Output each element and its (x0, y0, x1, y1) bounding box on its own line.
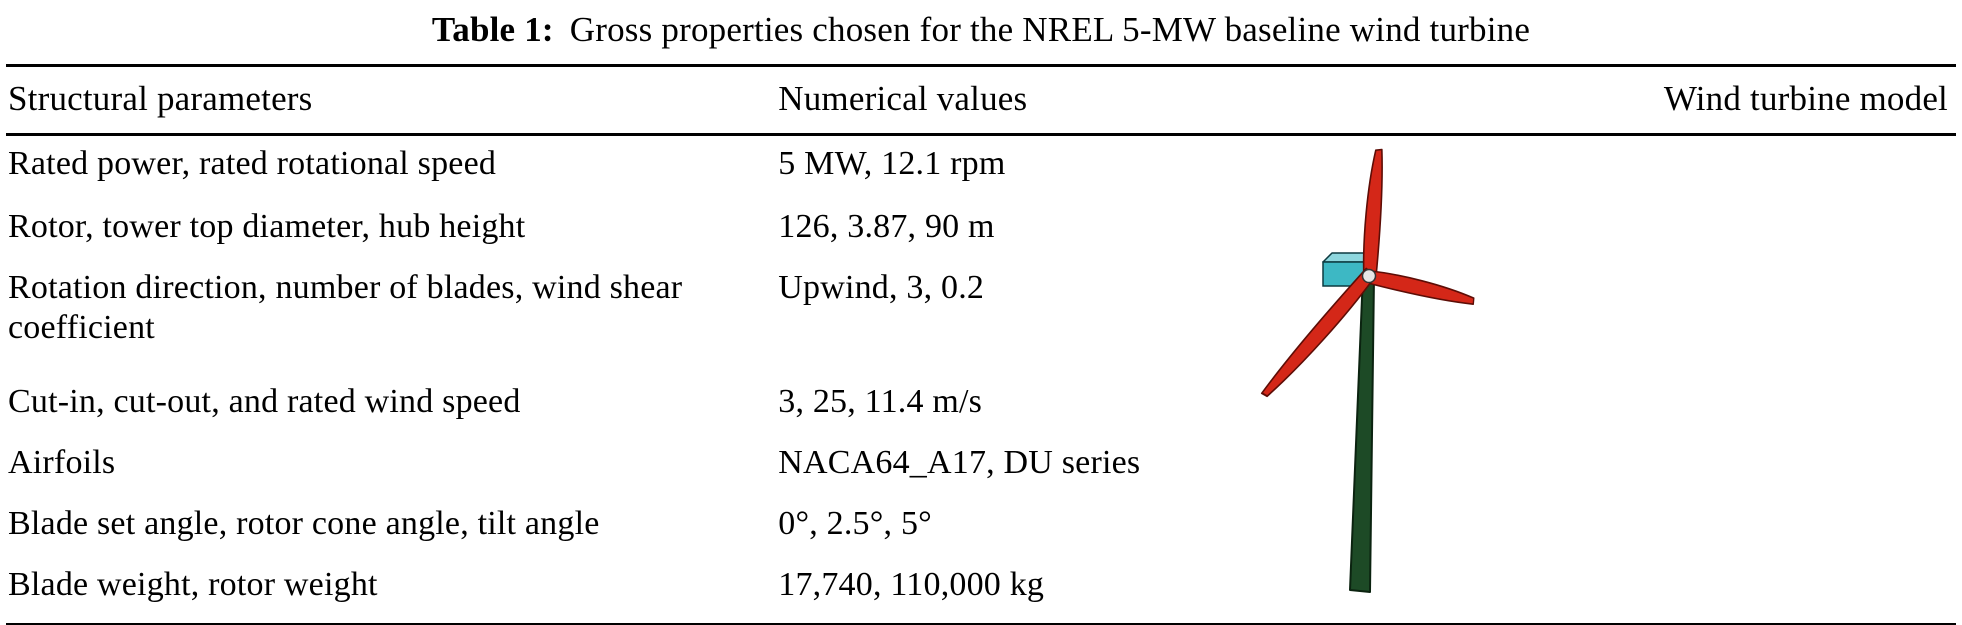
table-row: Rated power, rated rotational speed 5 MW… (6, 135, 1956, 593)
turbine-blade-up-icon (1360, 147, 1386, 281)
header-row: Structural parameters Numerical values W… (6, 65, 1956, 136)
value-cell: 3, 25, 11.4 m/s (778, 382, 983, 420)
table-caption-label: Table 1: (431, 10, 554, 49)
turbine-rotor (1257, 147, 1477, 402)
table-row: Blade weight, rotor weight 17,740, 110,0… (6, 562, 1956, 625)
value-cell: 0°, 2.5°, 5° (778, 504, 932, 542)
value-cell: 17,740, 110,000 kg (778, 565, 1045, 603)
table-row: Airfoils NACA64_A17, DU series (6, 440, 1956, 501)
table-row: Rotation direction, number of blades, wi… (6, 265, 1956, 379)
turbine-blade-right-icon (1363, 267, 1477, 309)
param-cell: Blade weight, rotor weight (8, 565, 378, 603)
table-row: Rotor, tower top diameter, hub height 12… (6, 204, 1956, 265)
turbine-tower (1348, 273, 1375, 593)
value-cell: 5 MW, 12.1 rpm (778, 145, 1006, 182)
value-cell: NACA64_A17, DU series (778, 443, 1141, 481)
table-caption: Table 1: Gross properties chosen for the … (6, 4, 1956, 64)
properties-table: Structural parameters Numerical values W… (6, 64, 1956, 625)
wind-turbine-illustration (1257, 147, 1477, 593)
param-cell: Airfoils (8, 443, 116, 481)
param-cell: Rotor, tower top diameter, hub height (8, 208, 526, 246)
wind-turbine-model-cell (1225, 135, 1956, 625)
param-cell: Rated power, rated rotational speed (8, 145, 497, 182)
table-row: Blade set angle, rotor cone angle, tilt … (6, 501, 1956, 562)
col-header-numerical-values: Numerical values (776, 65, 1225, 136)
col-header-wind-turbine-model: Wind turbine model (1224, 65, 1956, 136)
table-caption-text: Gross properties chosen for the NREL 5-M… (569, 10, 1531, 49)
param-cell: Blade set angle, rotor cone angle, tilt … (8, 504, 600, 542)
col-header-structural-parameters: Structural parameters (6, 65, 777, 136)
value-cell: Upwind, 3, 0.2 (778, 269, 985, 307)
turbine-hub (1361, 268, 1376, 284)
value-cell: 126, 3.87, 90 m (778, 208, 995, 246)
param-cell: Rotation direction, number of blades, wi… (8, 269, 683, 346)
param-cell: Cut-in, cut-out, and rated wind speed (8, 382, 521, 420)
table-row: Cut-in, cut-out, and rated wind speed 3,… (6, 379, 1956, 440)
